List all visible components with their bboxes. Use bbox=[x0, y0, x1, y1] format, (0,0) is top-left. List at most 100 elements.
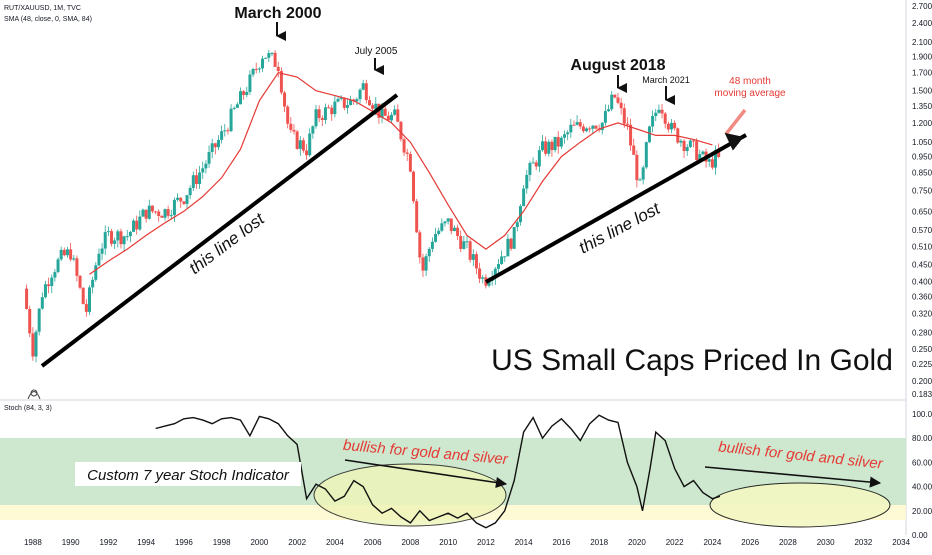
year-tick-label: 1994 bbox=[137, 538, 155, 547]
candle-body bbox=[47, 284, 51, 287]
candle-body bbox=[566, 132, 570, 135]
candle-body bbox=[594, 125, 598, 129]
price-tick-label: 1.2000 bbox=[912, 119, 932, 128]
candle-body bbox=[182, 201, 186, 204]
candle-body bbox=[588, 128, 592, 130]
stoch-axis: 100.00 80.00 60.00 40.00 20.00 0.00 bbox=[912, 410, 932, 540]
year-tick-label: 2000 bbox=[250, 538, 268, 547]
candle-body bbox=[547, 141, 551, 154]
candle-body bbox=[437, 230, 441, 234]
candle-body bbox=[701, 151, 705, 155]
candle-body bbox=[317, 109, 321, 119]
price-tick-label: 0.1830 bbox=[912, 390, 932, 399]
candle-body bbox=[172, 199, 176, 216]
candle-body bbox=[714, 149, 718, 168]
candle-body bbox=[452, 227, 456, 231]
price-tick-label: 1.7000 bbox=[912, 69, 932, 78]
candle-body bbox=[292, 129, 296, 132]
year-tick-label: 2006 bbox=[364, 538, 382, 547]
candle-body bbox=[430, 241, 434, 249]
candle-body bbox=[103, 232, 107, 249]
candle-body bbox=[660, 109, 664, 114]
candle-body bbox=[141, 209, 145, 217]
price-tick-label: 1.5000 bbox=[912, 87, 932, 96]
candle-body bbox=[150, 205, 154, 212]
candle-body bbox=[541, 141, 544, 151]
candle-body bbox=[97, 253, 101, 266]
candle-body bbox=[94, 265, 98, 280]
candle-body bbox=[56, 259, 60, 273]
stoch-tick-label: 100.00 bbox=[912, 410, 932, 419]
candle-body bbox=[512, 226, 516, 249]
candle-body bbox=[185, 195, 189, 204]
candle-body bbox=[128, 231, 132, 237]
candle-body bbox=[100, 248, 104, 254]
candle-body bbox=[132, 220, 136, 232]
candle-body bbox=[440, 223, 444, 231]
candle-body bbox=[207, 152, 211, 164]
arrow-bullish-left bbox=[344, 459, 508, 489]
candle-body bbox=[28, 308, 32, 334]
stoch-tick-label: 60.00 bbox=[912, 458, 932, 467]
candle-body bbox=[386, 115, 390, 121]
candle-body bbox=[506, 238, 510, 257]
candle-body bbox=[515, 222, 519, 227]
candle-body bbox=[308, 133, 312, 156]
candle-body bbox=[669, 122, 673, 130]
label-august-2018: August 2018 bbox=[570, 57, 665, 74]
candle-body bbox=[311, 126, 315, 134]
candle-body bbox=[327, 107, 331, 109]
candle-body bbox=[371, 105, 375, 109]
candle-body bbox=[210, 143, 214, 153]
candle-body bbox=[339, 97, 343, 99]
candle-body bbox=[229, 108, 233, 132]
candle-body bbox=[279, 71, 283, 93]
candle-body bbox=[380, 108, 384, 118]
year-tick-label: 2024 bbox=[703, 538, 721, 547]
stoch-header: Stoch (84, 3, 3) bbox=[4, 405, 52, 412]
candle-body bbox=[147, 205, 151, 219]
candle-body bbox=[191, 175, 195, 188]
candle-body bbox=[415, 201, 419, 233]
candle-body bbox=[478, 268, 482, 279]
candle-body bbox=[320, 118, 324, 120]
candle-body bbox=[449, 218, 453, 231]
candle-body bbox=[333, 101, 337, 115]
label-march-2021: March 2021 bbox=[642, 75, 690, 85]
candle-body bbox=[679, 140, 683, 143]
candle-body bbox=[235, 104, 239, 108]
candle-body bbox=[600, 122, 604, 131]
candle-body bbox=[113, 240, 117, 244]
candle-body bbox=[232, 107, 236, 109]
stoch-tick-label: 0.00 bbox=[912, 531, 928, 540]
candle-body bbox=[465, 241, 469, 243]
candle-body bbox=[78, 275, 82, 288]
candle-body bbox=[503, 256, 507, 258]
candle-body bbox=[629, 124, 633, 146]
candle-body bbox=[84, 304, 88, 312]
candle-body bbox=[179, 197, 183, 202]
candle-body bbox=[160, 216, 164, 218]
year-tick-label: 2014 bbox=[515, 538, 533, 547]
candle-body bbox=[106, 231, 110, 233]
candle-body bbox=[427, 248, 431, 257]
candle-body bbox=[616, 97, 620, 103]
stoch-line bbox=[155, 414, 721, 529]
candle-body bbox=[559, 137, 563, 147]
candle-body bbox=[358, 89, 362, 100]
candle-body bbox=[314, 109, 318, 127]
candle-body bbox=[50, 277, 54, 287]
year-tick-label: 2028 bbox=[779, 538, 797, 547]
candle-body bbox=[676, 128, 680, 143]
candle-body bbox=[544, 141, 548, 154]
candle-body bbox=[654, 112, 658, 117]
candle-body bbox=[361, 83, 365, 90]
candle-body bbox=[267, 53, 271, 58]
candle-body bbox=[239, 91, 242, 105]
candle-body bbox=[408, 153, 412, 172]
candle-body bbox=[405, 152, 409, 154]
